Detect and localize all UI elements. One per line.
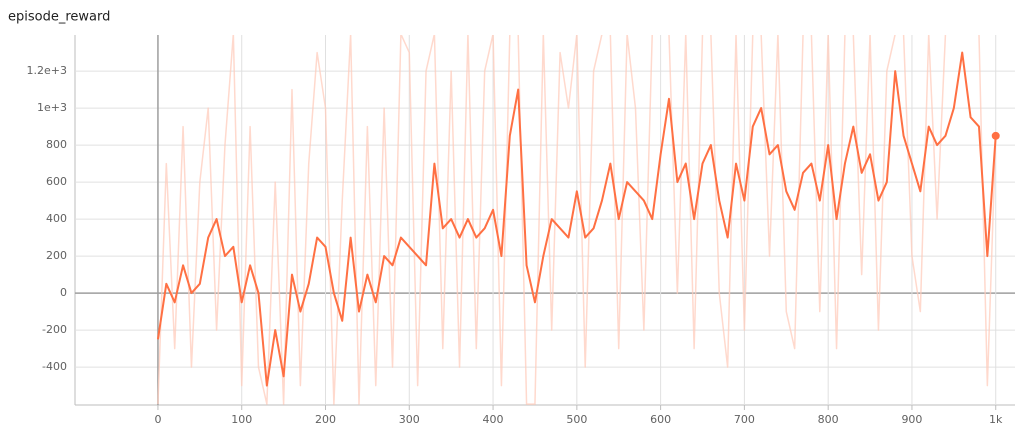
y-tick-label: 600: [46, 175, 67, 188]
x-tick-label: 300: [399, 413, 420, 426]
y-tick-label: -400: [42, 360, 67, 373]
raw-line: [157, 35, 997, 405]
x-tick-label: 0: [154, 413, 161, 426]
y-tick-label: 1e+3: [37, 101, 67, 114]
y-tick-label: 800: [46, 138, 67, 151]
y-tick-label: 200: [46, 249, 67, 262]
y-tick-label: 400: [46, 212, 67, 225]
y-tick-label: 0: [60, 286, 67, 299]
y-tick-label: 1.2e+3: [27, 64, 67, 77]
x-tick-label: 700: [734, 413, 755, 426]
x-tick-label: 100: [231, 413, 252, 426]
x-tick-label: 500: [566, 413, 587, 426]
plot-area: [156, 35, 997, 405]
x-tick-label: 800: [818, 413, 839, 426]
x-tick-label: 400: [483, 413, 504, 426]
x-tick-label: 1k: [989, 413, 1003, 426]
grid: [74, 35, 1015, 410]
x-tick-label: 900: [901, 413, 922, 426]
end-point: [991, 131, 1000, 140]
y-tick-label: -200: [42, 323, 67, 336]
x-tick-label: 600: [650, 413, 671, 426]
tick-labels: -400 -200 0 200 400 600 800 1e+3 1.2e+3 0 100 200 30…: [27, 64, 1004, 426]
x-tick-label: 200: [315, 413, 336, 426]
chart-title: episode_reward: [8, 10, 110, 25]
smoothed-line: [156, 51, 997, 387]
